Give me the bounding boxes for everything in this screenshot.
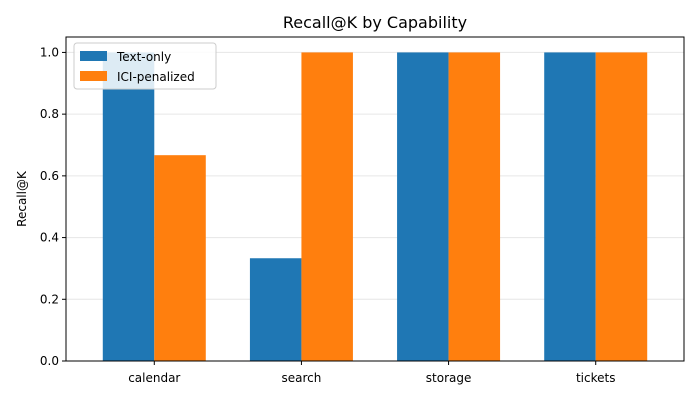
y-tick-label: 0.6 <box>40 169 59 183</box>
legend: Text-only ICI-penalized <box>73 42 217 90</box>
x-tick-label: search <box>281 371 321 385</box>
y-axis-ticks: 0.0 0.2 0.4 0.6 0.8 1.0 <box>40 45 66 368</box>
legend-swatch <box>80 51 107 61</box>
bar-tickets-ici-penalized <box>595 52 648 362</box>
bar-tickets-text-only <box>544 52 596 362</box>
axes <box>65 36 685 362</box>
x-tick-label: tickets <box>576 371 616 385</box>
bar-search-text-only <box>249 258 302 361</box>
legend-label: Text-only <box>116 50 171 64</box>
y-tick-label: 1.0 <box>40 45 59 59</box>
legend-box <box>73 42 217 90</box>
y-tick-label: 0.4 <box>40 231 59 245</box>
x-tick-label: calendar <box>128 371 180 385</box>
y-tick-label: 0.2 <box>40 292 59 306</box>
x-axis-ticks: calendar search storage tickets <box>128 361 615 385</box>
y-tick-label: 0.0 <box>40 354 59 368</box>
legend-label: ICI-penalized <box>117 70 195 84</box>
bar-calendar-ici-penalized <box>154 155 206 361</box>
bar-storage-text-only <box>397 52 449 362</box>
bars <box>102 52 648 362</box>
bar-search-ici-penalized <box>301 52 353 362</box>
bar-storage-ici-penalized <box>448 52 501 362</box>
x-tick-label: storage <box>426 371 472 385</box>
legend-swatch <box>80 71 107 81</box>
plot-frame <box>65 36 685 362</box>
y-tick-label: 0.8 <box>40 107 59 121</box>
y-axis-label: Recall@K <box>15 170 29 227</box>
chart-title: Recall@K by Capability <box>283 13 467 32</box>
bar-calendar-text-only <box>102 52 155 362</box>
